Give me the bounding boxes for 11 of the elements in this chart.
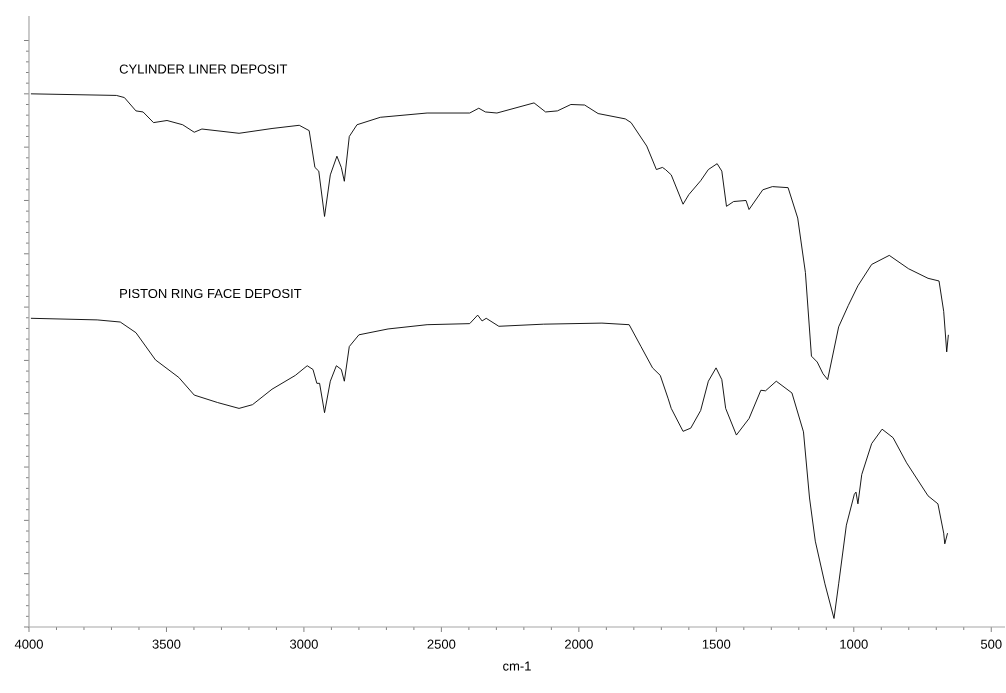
- x-tick-label: 2500: [427, 639, 456, 649]
- x-tick-label: 500: [980, 639, 1002, 649]
- x-tick-label: 4000: [14, 639, 43, 649]
- x-tick-label: 3000: [289, 639, 318, 649]
- x-tick-label: 2000: [565, 639, 593, 649]
- x-tick-label: 1500: [702, 639, 731, 649]
- x-tick-label: 3500: [152, 639, 181, 649]
- x-tick-label: 1000: [840, 639, 868, 649]
- x-axis-title: cm-1: [503, 661, 531, 671]
- series-label: CYLINDER LINER DEPOSIT: [119, 64, 288, 74]
- series-label: PISTON RING FACE DEPOSIT: [120, 288, 302, 299]
